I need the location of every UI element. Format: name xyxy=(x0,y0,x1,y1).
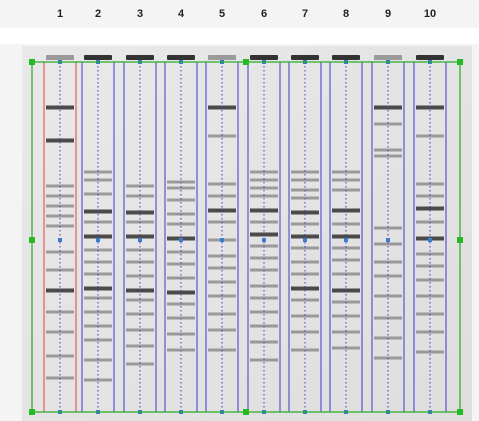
frame-handle[interactable] xyxy=(243,59,249,65)
loading-well xyxy=(374,55,402,60)
lane-label[interactable]: 8 xyxy=(343,8,349,20)
lane-label[interactable]: 6 xyxy=(261,8,267,20)
lane-label[interactable]: 9 xyxy=(385,8,391,20)
lane-label[interactable]: 4 xyxy=(178,8,185,20)
lane-handle[interactable] xyxy=(344,238,348,242)
lane-label[interactable]: 5 xyxy=(219,8,225,20)
lane-handle[interactable] xyxy=(96,238,100,242)
lane-handle[interactable] xyxy=(138,238,142,242)
loading-well xyxy=(46,55,74,60)
lane-handle[interactable] xyxy=(58,238,62,242)
frame-handle[interactable] xyxy=(29,237,35,243)
header-strip xyxy=(0,28,479,44)
frame-handle[interactable] xyxy=(457,409,463,415)
loading-well xyxy=(291,55,319,60)
page: {"lane_labels": ["1", "2", "3", "4", "5"… xyxy=(0,0,479,421)
frame-handle[interactable] xyxy=(457,237,463,243)
lane-handle[interactable] xyxy=(303,238,307,242)
lane-label[interactable]: 2 xyxy=(95,8,101,20)
lane-handle[interactable] xyxy=(262,238,266,242)
loading-well xyxy=(84,55,112,60)
loading-well xyxy=(416,55,444,60)
frame-handle[interactable] xyxy=(29,409,35,415)
loading-well xyxy=(208,55,236,60)
gel-analysis-view: 1 2 3 4 5 6 7 8 9 10 xyxy=(0,0,479,421)
lane-handle[interactable] xyxy=(386,238,390,242)
frame-handle[interactable] xyxy=(457,59,463,65)
lane-label[interactable]: 10 xyxy=(424,8,436,20)
loading-well xyxy=(126,55,154,60)
frame-handle[interactable] xyxy=(243,409,249,415)
lane-handle[interactable] xyxy=(428,238,432,242)
loading-well xyxy=(332,55,360,60)
lane-handle[interactable] xyxy=(220,238,224,242)
loading-well xyxy=(250,55,278,60)
lane-label[interactable]: 3 xyxy=(137,8,143,20)
loading-well xyxy=(167,55,195,60)
lane-label[interactable]: 1 xyxy=(57,8,63,20)
lane-handle[interactable] xyxy=(179,238,183,242)
lane-label[interactable]: 7 xyxy=(302,8,308,20)
frame-handle[interactable] xyxy=(29,59,35,65)
